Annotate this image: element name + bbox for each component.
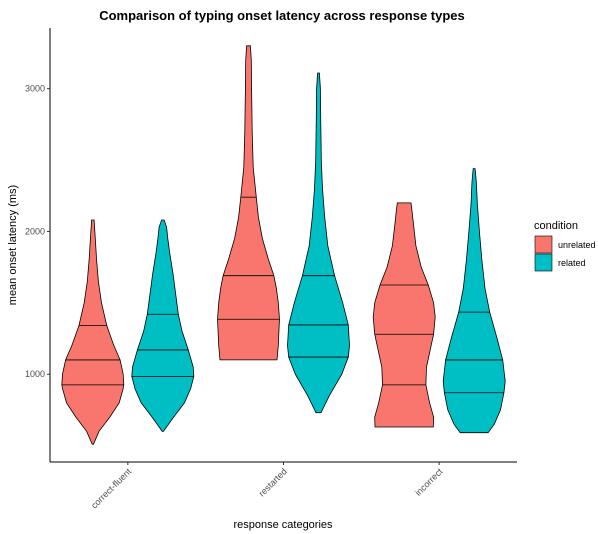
violin-body xyxy=(287,72,350,414)
violin-incorrect-related xyxy=(442,168,506,434)
violin-restarted-unrelated xyxy=(217,45,280,361)
x-tick-label: correct-fluent xyxy=(89,466,134,511)
legend-label-related: related xyxy=(558,258,586,268)
legend-key-unrelated xyxy=(534,235,553,254)
violin-body xyxy=(372,202,436,428)
y-tick-label: 3000 xyxy=(25,84,45,94)
legend-key-related xyxy=(534,253,553,272)
violin-body xyxy=(442,168,506,434)
x-axis-title: response categories xyxy=(233,519,333,531)
violin-incorrect-unrelated xyxy=(372,202,436,428)
y-tick-label: 1000 xyxy=(25,369,45,379)
y-axis-ticks: 1000 2000 3000 xyxy=(25,84,50,379)
violin-correct-fluent-related xyxy=(131,219,195,432)
violin-body xyxy=(61,219,125,445)
x-tick-label: incorrect xyxy=(413,466,445,498)
legend-label-unrelated: unrelated xyxy=(558,240,596,250)
y-axis-title: mean onset latency (ms) xyxy=(7,185,19,305)
violin-body xyxy=(217,45,280,361)
x-axis-ticks: correct-fluent restarted incorrect xyxy=(89,462,445,511)
legend-title: condition xyxy=(534,220,578,232)
legend: condition unrelated related xyxy=(534,220,596,272)
y-tick-label: 2000 xyxy=(25,226,45,236)
plot-panel xyxy=(61,45,506,445)
chart-title: Comparison of typing onset latency acros… xyxy=(99,8,465,23)
violin-correct-fluent-unrelated xyxy=(61,219,125,445)
x-tick-label: restarted xyxy=(257,466,289,498)
violin-restarted-related xyxy=(287,72,350,414)
violin-body xyxy=(131,219,195,432)
